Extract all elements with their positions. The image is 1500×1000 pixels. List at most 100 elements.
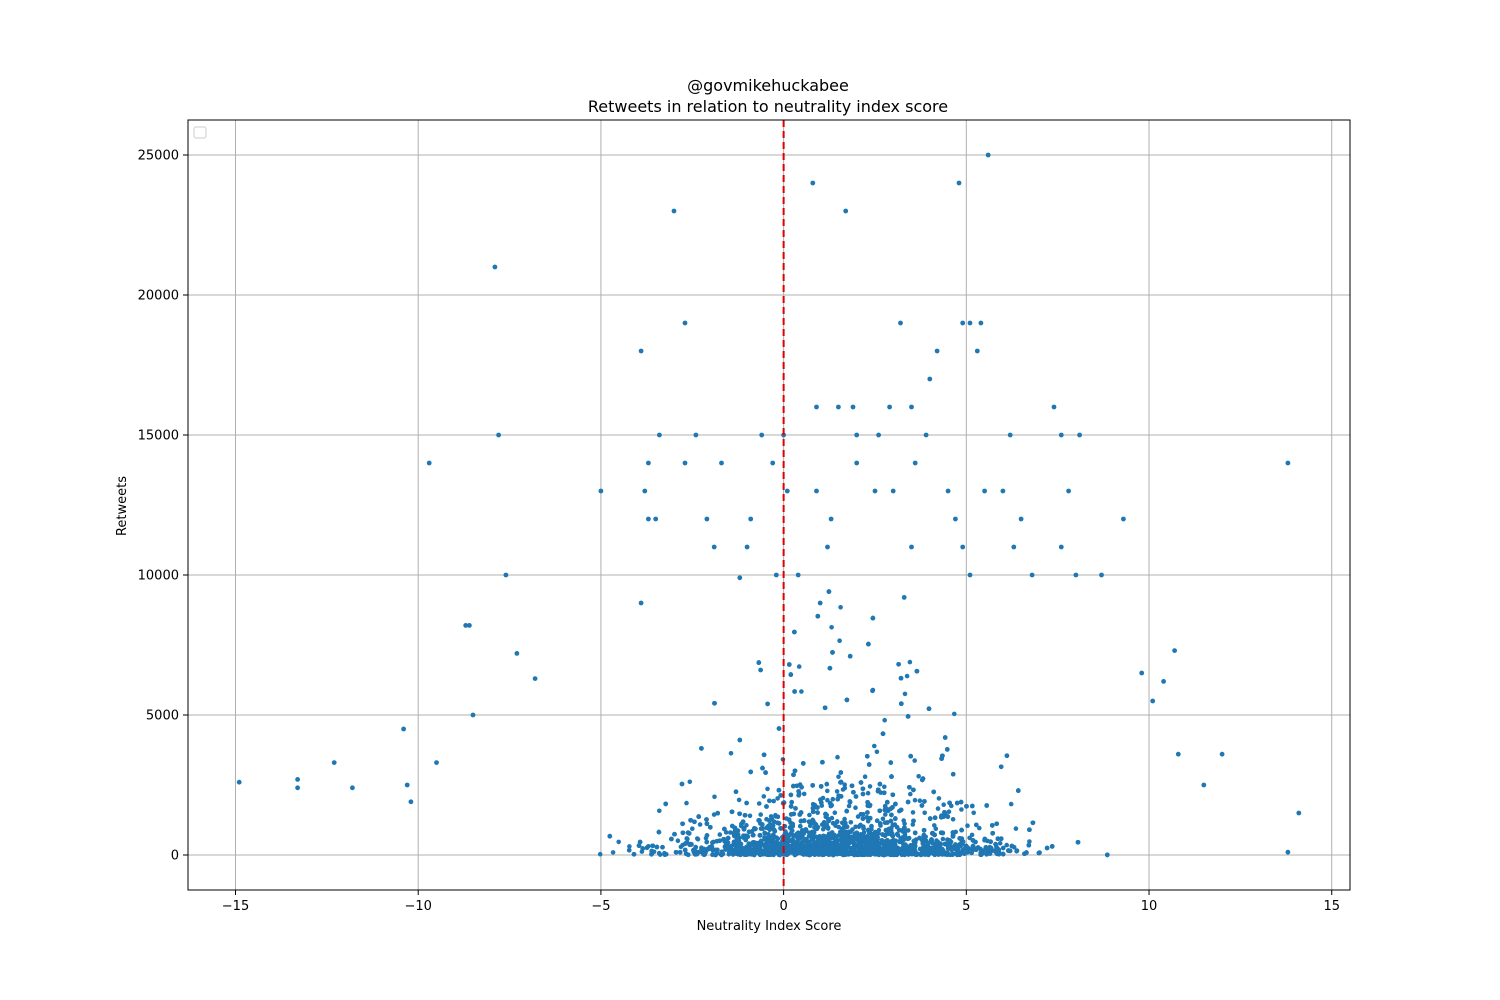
data-point xyxy=(723,830,729,835)
data-point xyxy=(900,850,905,855)
data-point xyxy=(744,844,749,850)
y-tick-label: 0 xyxy=(171,849,179,864)
data-point xyxy=(764,825,769,830)
data-point xyxy=(846,803,852,809)
data-point xyxy=(663,801,668,807)
data-point xyxy=(737,737,743,743)
data-point xyxy=(810,837,816,843)
data-point xyxy=(921,848,927,854)
data-point xyxy=(930,841,935,846)
x-tick-label: 0 xyxy=(779,899,787,914)
data-point xyxy=(971,810,976,816)
data-point xyxy=(1296,810,1302,816)
data-point xyxy=(656,829,662,835)
data-point xyxy=(775,796,780,801)
data-point xyxy=(936,796,942,801)
data-point xyxy=(713,852,718,858)
data-point xyxy=(825,835,830,840)
data-point xyxy=(818,849,823,854)
data-point xyxy=(693,844,698,850)
data-point xyxy=(631,852,637,857)
data-point xyxy=(820,826,826,832)
data-point xyxy=(769,835,775,840)
data-point xyxy=(776,787,782,793)
data-point xyxy=(926,706,932,711)
data-point xyxy=(1014,848,1020,853)
data-point xyxy=(882,717,887,723)
data-point xyxy=(295,785,300,791)
data-point xyxy=(995,836,1001,841)
data-point xyxy=(704,817,709,822)
data-point xyxy=(796,791,802,797)
data-point xyxy=(742,813,748,818)
data-point xyxy=(885,799,890,805)
data-point xyxy=(744,544,750,550)
data-point xyxy=(898,807,904,813)
data-point xyxy=(888,818,894,824)
data-point xyxy=(704,821,710,827)
data-point xyxy=(957,836,962,841)
x-tick-label: −5 xyxy=(591,899,610,914)
data-point xyxy=(939,846,945,852)
data-point xyxy=(733,789,739,794)
y-tick-label: 25000 xyxy=(138,149,179,164)
data-point xyxy=(921,832,927,838)
data-point xyxy=(729,809,735,815)
data-point xyxy=(722,826,727,832)
data-point xyxy=(616,839,621,845)
data-point xyxy=(762,835,767,840)
data-point xyxy=(1029,572,1035,578)
data-point xyxy=(816,843,821,848)
data-point xyxy=(657,432,662,438)
data-point xyxy=(1049,844,1055,849)
data-point xyxy=(882,784,887,790)
data-point xyxy=(849,783,855,789)
data-point xyxy=(952,711,957,717)
data-point xyxy=(898,675,904,681)
data-point xyxy=(969,848,975,854)
data-point xyxy=(949,847,954,853)
data-point xyxy=(642,488,648,494)
data-point xyxy=(756,660,762,665)
x-axis-label: Neutrality Index Score xyxy=(697,919,842,934)
data-point xyxy=(865,810,870,815)
data-point xyxy=(889,812,894,818)
data-point xyxy=(771,798,776,804)
data-point xyxy=(836,404,841,410)
data-point xyxy=(877,781,883,787)
data-point xyxy=(956,180,962,186)
data-point xyxy=(905,714,911,719)
data-point xyxy=(844,834,849,840)
data-point xyxy=(898,836,903,841)
data-point xyxy=(711,812,717,817)
data-point xyxy=(765,786,770,792)
data-point xyxy=(867,815,873,821)
data-point xyxy=(860,791,866,797)
data-point xyxy=(979,852,984,857)
data-point xyxy=(913,852,918,857)
data-point xyxy=(854,460,860,466)
data-point xyxy=(967,572,973,578)
data-point xyxy=(927,376,933,382)
data-point xyxy=(959,841,965,847)
data-point xyxy=(812,848,817,854)
data-point xyxy=(776,726,782,731)
data-point xyxy=(864,842,869,848)
data-point xyxy=(907,785,912,790)
data-point xyxy=(843,208,849,214)
data-point xyxy=(904,673,910,679)
data-point xyxy=(842,782,847,787)
data-point xyxy=(753,843,758,849)
data-point xyxy=(791,772,796,778)
data-point xyxy=(743,837,748,843)
data-point xyxy=(921,828,927,833)
data-point xyxy=(835,796,840,802)
legend-box xyxy=(193,126,207,139)
data-point xyxy=(941,802,946,807)
data-point xyxy=(767,798,772,804)
data-point xyxy=(1036,850,1042,856)
data-point xyxy=(902,825,907,831)
data-point xyxy=(740,819,746,824)
data-point xyxy=(746,829,752,835)
data-point xyxy=(1058,432,1064,438)
